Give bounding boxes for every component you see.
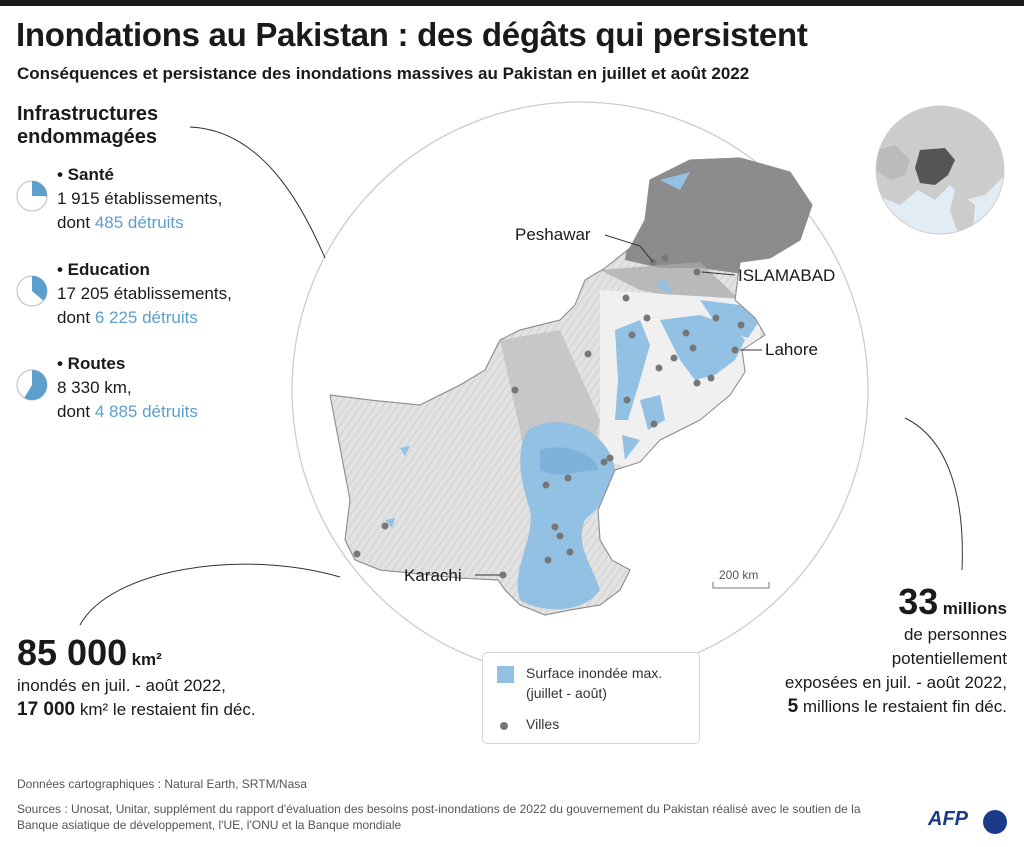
city-marker [731, 346, 739, 354]
svg-text:200 km: 200 km [719, 568, 758, 582]
city-dot-icon [500, 722, 508, 730]
map-data-credit: Données cartographiques : Natural Earth,… [17, 777, 307, 791]
label-peshawar: Peshawar [515, 225, 591, 244]
legend-cities-label: Villes [526, 716, 560, 732]
city-marker [650, 420, 658, 428]
health-pie-icon [16, 180, 48, 212]
infrastructure-heading: Infrastructures endommagées [17, 103, 159, 148]
city-marker [693, 268, 701, 276]
city-marker [682, 329, 690, 337]
city-marker [655, 364, 663, 372]
roads-pie-icon [16, 369, 48, 401]
globe-inset [875, 105, 1005, 235]
city-marker [661, 254, 669, 262]
city-marker [623, 396, 631, 404]
roads-destroyed: 4 885 détruits [94, 402, 198, 421]
flood-areas [385, 172, 760, 610]
flood-swatch [497, 666, 514, 683]
city-marker [551, 523, 559, 531]
afp-logo: AFP [928, 808, 968, 830]
flooded-area-stat: 85 000 km² inondés en juil. - août 2022,… [17, 632, 256, 720]
pie-destroyed-slice [24, 370, 47, 400]
northern-mountains [625, 158, 812, 275]
connector-area [79, 563, 341, 626]
city-marker [622, 294, 630, 302]
education-pie-icon [16, 275, 48, 307]
city-marker [600, 458, 608, 466]
connector-people [904, 417, 963, 571]
label-lahore: Lahore [765, 340, 818, 359]
label-karachi: Karachi [404, 566, 462, 585]
city-marker [693, 379, 701, 387]
city-marker [566, 548, 574, 556]
sources-credit: Sources : Unosat, Unitar, supplément du … [17, 802, 861, 832]
people-stat: 33 millions de personnes potentiellement… [784, 581, 1007, 717]
flooded-area-value: 85 000 [17, 632, 128, 673]
scale-bar: 200 km [712, 568, 770, 589]
city-marker [643, 314, 651, 322]
city-marker [542, 481, 550, 489]
city-marker [606, 454, 614, 462]
pakistan-country [329, 157, 813, 616]
city-marker [499, 571, 507, 579]
pie-destroyed-slice [32, 276, 47, 301]
city-marker [556, 532, 564, 540]
health-destroyed: 485 détruits [94, 213, 184, 232]
education-destroyed: 6 225 détruits [94, 308, 198, 327]
city-marker [712, 314, 720, 322]
page-title: Inondations au Pakistan : des dégâts qui… [16, 16, 808, 53]
map-legend: Surface inondée max. (juillet - août) Vi… [482, 652, 700, 744]
city-marker [353, 550, 361, 558]
city-marker [564, 474, 572, 482]
city-marker [628, 331, 636, 339]
city-markers [353, 254, 745, 579]
label-islamabad: ISLAMABAD [738, 266, 835, 285]
people-value: 33 [898, 581, 939, 622]
connector-infra [189, 126, 326, 259]
city-marker [670, 354, 678, 362]
city-marker [511, 386, 519, 394]
afp-logo-dot [983, 810, 1007, 834]
page-subtitle: Conséquences et persistance des inondati… [17, 64, 750, 83]
pie-destroyed-slice [32, 181, 47, 197]
city-marker [381, 522, 389, 530]
legend-flood-label: Surface inondée max. (juillet - août) [526, 665, 663, 701]
city-marker [707, 374, 715, 382]
city-marker [737, 321, 745, 329]
city-marker [689, 344, 697, 352]
city-marker [544, 556, 552, 564]
top-rule [0, 0, 1024, 6]
city-marker [584, 350, 592, 358]
